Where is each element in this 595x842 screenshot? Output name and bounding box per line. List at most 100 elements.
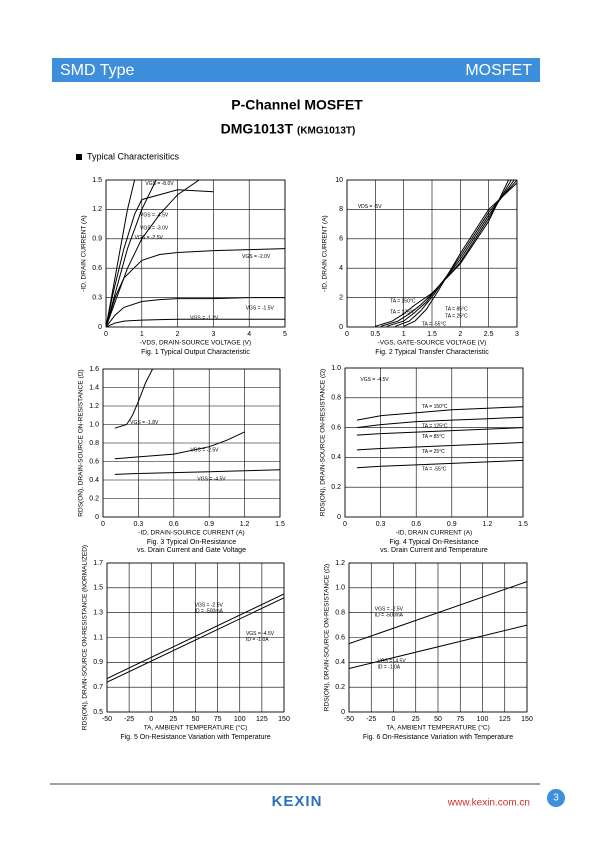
- y-tick-label: 0: [95, 514, 99, 521]
- series-label: VGS = -3.0V: [140, 225, 169, 231]
- plot-frame: [106, 562, 285, 713]
- x-tick-label: 0: [149, 716, 153, 723]
- y-tick-label: 1.0: [89, 421, 99, 428]
- y-tick-label: 1.0: [331, 365, 341, 372]
- y-axis-label: RDS(ON), DRAIN-SOURCE ON-RESISTANCE (Ω): [320, 369, 327, 516]
- y-tick-label: 0.6: [92, 265, 102, 272]
- y-tick-label: 1.6: [89, 366, 99, 373]
- series-line: [106, 189, 214, 327]
- series-label: VGS = -4.5V: [377, 658, 406, 664]
- x-axis-label: TA, AMBIENT TEMPERATURE (°C): [386, 724, 490, 732]
- x-tick-label: 2.5: [484, 331, 494, 338]
- y-tick-label: 0.3: [92, 294, 102, 301]
- x-tick-label: 0.3: [134, 521, 144, 528]
- figure-caption: Fig. 6 On-Resistance Variation with Temp…: [363, 734, 513, 741]
- x-tick-label: 0: [345, 331, 349, 338]
- series-label: VGS = -1.5V: [246, 306, 275, 312]
- x-tick-label: 0: [101, 521, 105, 528]
- series-label: VGS = -2.0V: [242, 254, 271, 260]
- y-tick-label: 2: [339, 294, 343, 301]
- x-tick-label: 0.3: [376, 521, 386, 528]
- section-title: Typical Characterisitics: [87, 151, 180, 161]
- y-tick-label: 0.2: [89, 495, 99, 502]
- x-tick-label: 5: [283, 331, 287, 338]
- y-tick-label: 1.2: [335, 560, 345, 567]
- x-tick-label: -25: [124, 716, 134, 723]
- x-tick-label: 1: [402, 331, 406, 338]
- series-line: [403, 182, 517, 327]
- x-tick-label: 0.6: [411, 521, 421, 528]
- y-tick-label: 0.4: [335, 659, 345, 666]
- y-tick-label: 0: [339, 324, 343, 331]
- series-line: [107, 593, 284, 679]
- x-tick-label: 25: [169, 716, 177, 723]
- y-axis-label: RDS(ON), DRAIN-SOURCE ON-RESISTANCE (NOR…: [82, 545, 89, 730]
- y-tick-label: 0.8: [89, 440, 99, 447]
- y-tick-label: 0.9: [92, 236, 102, 243]
- y-axis-label: -ID, DRAIN CURRENT (A): [322, 215, 329, 291]
- x-tick-label: 125: [499, 716, 511, 723]
- y-tick-label: 4: [339, 265, 343, 272]
- series-line: [356, 416, 523, 429]
- y-tick-label: 1.5: [92, 177, 102, 184]
- x-axis-label: TA, AMBIENT TEMPERATURE (°C): [144, 724, 248, 732]
- x-tick-label: 1.5: [518, 521, 528, 528]
- series-line: [395, 180, 517, 327]
- doc-title: P-Channel MOSFET: [231, 97, 363, 113]
- header-left: SMD Type: [60, 62, 135, 79]
- y-tick-label: 1.5: [93, 585, 103, 592]
- y-tick-label: 0.4: [331, 454, 341, 461]
- series-label: TA = 150°C: [390, 298, 416, 304]
- series-condition: ID = -1.0A: [246, 637, 269, 643]
- plot-frame: [105, 179, 286, 328]
- y-tick-label: 0: [337, 514, 341, 521]
- y-tick-label: 0: [98, 324, 102, 331]
- series-line: [356, 427, 523, 436]
- series-line: [386, 180, 515, 327]
- series-condition: ID = -500mA: [375, 612, 404, 618]
- series-line: [375, 180, 509, 327]
- header-bar: [52, 58, 540, 82]
- series-line: [106, 248, 285, 327]
- x-tick-label: 100: [477, 716, 489, 723]
- x-tick-label: 3: [211, 331, 215, 338]
- x-tick-label: 0.9: [447, 521, 457, 528]
- annotation: VDS = -5V: [358, 204, 382, 210]
- x-tick-label: 0.9: [204, 521, 214, 528]
- figure-caption: Fig. 5 On-Resistance Variation with Temp…: [120, 734, 270, 741]
- series-line: [114, 369, 154, 429]
- x-tick-label: 25: [412, 716, 420, 723]
- footer-logo: KEXIN: [272, 793, 323, 810]
- bullet: [76, 154, 82, 160]
- y-tick-label: 0.9: [93, 659, 103, 666]
- series-label: TA = -55°C: [422, 321, 447, 327]
- x-tick-label: -50: [102, 716, 112, 723]
- series-line: [106, 180, 157, 327]
- x-tick-label: 0.6: [169, 521, 179, 528]
- page-number: 3: [553, 793, 559, 804]
- series-label: TA = 125°C: [422, 423, 448, 429]
- x-tick-label: 2: [176, 331, 180, 338]
- y-axis-label: RDS(ON), DRAIN-SOURCE ON-RESISTANCE (Ω): [324, 564, 331, 711]
- series-line: [106, 180, 136, 327]
- figure-caption: vs. Drain Current and Gate Voltage: [137, 547, 246, 554]
- series-label: VGS = -4.5V: [197, 476, 226, 482]
- series-line: [380, 180, 512, 327]
- part-number: DMG1013T: [221, 121, 294, 137]
- series-label: VGS = -2.5V: [190, 448, 219, 454]
- series-line: [106, 297, 285, 327]
- y-tick-label: 0.7: [93, 684, 103, 691]
- x-tick-label: 1.2: [483, 521, 493, 528]
- x-tick-label: 1.5: [275, 521, 285, 528]
- y-tick-label: 1.2: [92, 206, 102, 213]
- y-axis-label: -ID, DRAIN CURRENT (A): [81, 215, 88, 291]
- x-tick-label: 50: [434, 716, 442, 723]
- x-tick-label: 1.5: [427, 331, 437, 338]
- y-tick-label: 8: [339, 206, 343, 213]
- y-tick-label: 10: [335, 177, 343, 184]
- series-label: VGS = -2.5V: [375, 606, 404, 612]
- y-tick-label: 1.1: [93, 634, 103, 641]
- x-tick-label: 0.5: [370, 331, 380, 338]
- header-right: MOSFET: [465, 62, 532, 79]
